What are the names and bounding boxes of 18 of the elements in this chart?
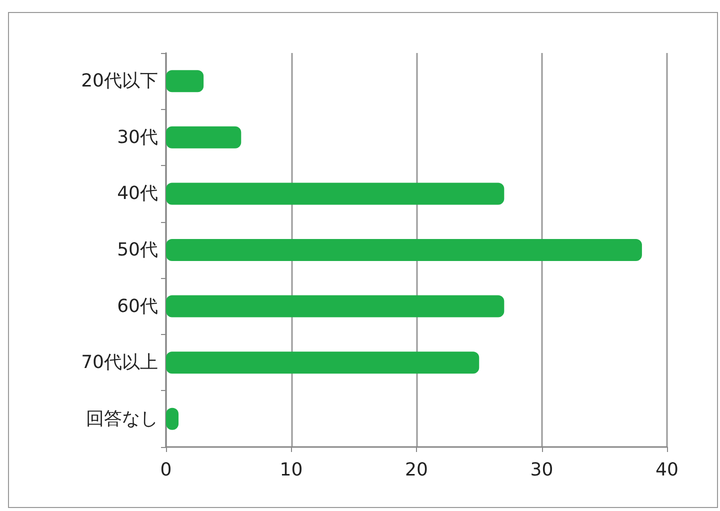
bar <box>166 126 242 148</box>
bar <box>166 239 642 261</box>
y-tick-label: 20代以下 <box>81 70 158 92</box>
x-tick-label: 10 <box>280 460 303 480</box>
bar <box>166 295 504 318</box>
y-tick-label: 50代 <box>117 240 158 260</box>
y-tick-label: 60代 <box>117 296 158 317</box>
y-tick-label: 40代 <box>117 183 158 204</box>
x-tick-label: 30 <box>530 460 554 480</box>
x-tick-label: 40 <box>656 460 678 480</box>
y-tick-label: 70代以上 <box>81 352 158 374</box>
x-tick-label: 0 <box>160 460 172 480</box>
bar <box>166 70 204 92</box>
x-tick-label: 20 <box>405 460 428 480</box>
y-tick-label: 回答なし <box>86 408 158 430</box>
bar <box>166 352 480 374</box>
y-tick-label: 30代 <box>117 126 158 148</box>
bar <box>166 182 504 205</box>
